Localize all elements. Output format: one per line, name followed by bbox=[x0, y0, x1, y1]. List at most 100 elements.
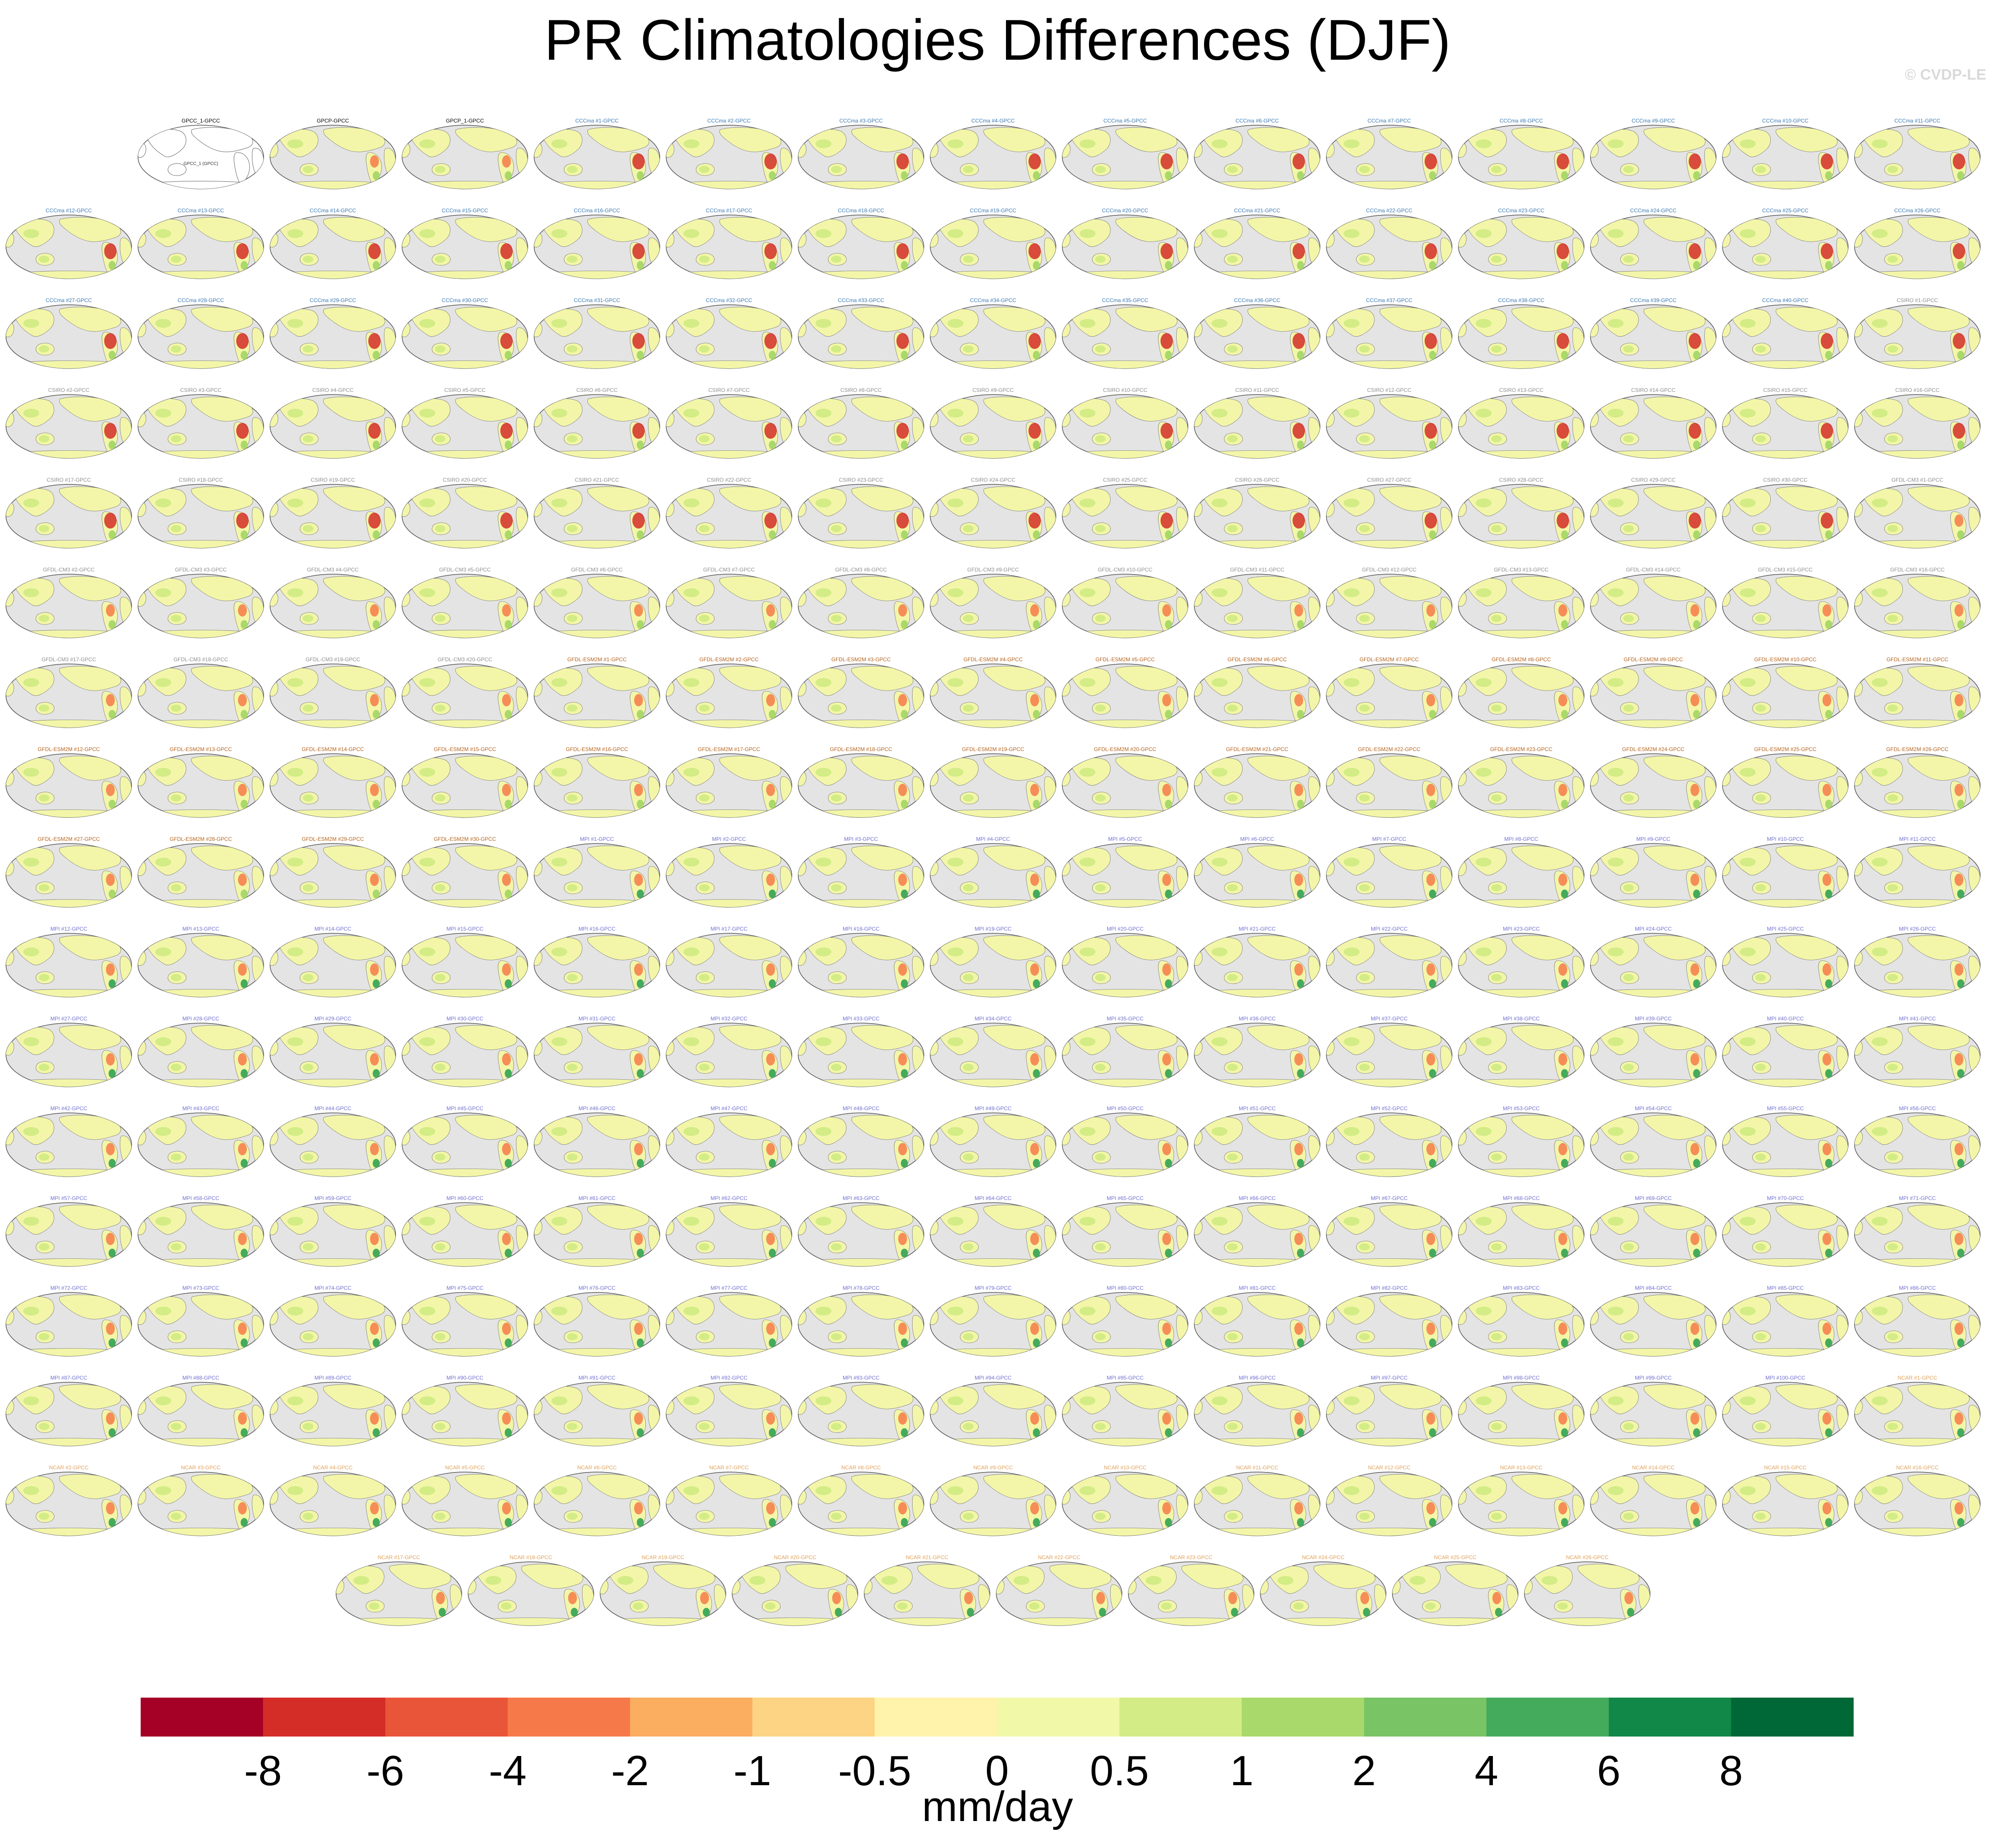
map-panel-title: GFDL-ESM2M #19-GPCC bbox=[962, 746, 1024, 752]
map-panel-title: GFDL-CM3 #19-GPCC bbox=[306, 656, 361, 663]
map-panel: GFDL-CM3 #7-GPCC bbox=[666, 567, 792, 638]
north-america-anomaly-patch bbox=[23, 319, 39, 328]
colorbar-swatch bbox=[507, 1698, 630, 1737]
map-panel-title: MPI #43-GPCC bbox=[182, 1105, 219, 1112]
north-america-anomaly-patch bbox=[1476, 1486, 1492, 1495]
north-america-anomaly-patch bbox=[1278, 1576, 1294, 1585]
globe-land bbox=[1723, 935, 1848, 997]
north-america-anomaly-patch bbox=[1079, 229, 1096, 238]
wet-anomaly-patch bbox=[108, 979, 116, 988]
globe-land bbox=[1458, 935, 1584, 997]
australia-anomaly-patch bbox=[435, 345, 445, 353]
dry-anomaly-patch bbox=[1294, 604, 1303, 617]
australia-anomaly-patch bbox=[567, 256, 578, 263]
australia-anomaly-patch bbox=[38, 525, 50, 532]
map-panel: MPI #9-GPCC bbox=[1590, 836, 1717, 908]
north-america-anomaly-patch bbox=[1740, 858, 1756, 866]
wet-anomaly-patch bbox=[1957, 1069, 1964, 1078]
wet-anomaly-patch bbox=[637, 351, 644, 360]
map-panel: MPI #60-GPCC bbox=[402, 1195, 528, 1267]
wet-anomaly-patch bbox=[1957, 889, 1964, 898]
dry-anomaly-patch bbox=[1688, 423, 1701, 439]
north-america-anomaly-patch bbox=[419, 588, 435, 597]
globe-land bbox=[1590, 666, 1716, 728]
dry-anomaly-patch bbox=[1294, 1323, 1303, 1335]
australia-anomaly-patch bbox=[963, 345, 974, 353]
wet-anomaly-patch bbox=[1561, 530, 1568, 539]
map-panel-title: MPI #15-GPCC bbox=[446, 926, 483, 932]
australia-anomaly-patch bbox=[1095, 884, 1106, 891]
australia-anomaly-patch bbox=[1491, 884, 1502, 891]
map-panel: GFDL-CM3 #2-GPCC bbox=[5, 567, 132, 638]
australia-anomaly-patch bbox=[963, 1243, 974, 1250]
map-panel-title: MPI #20-GPCC bbox=[1107, 926, 1144, 932]
map-panel-title: MPI #57-GPCC bbox=[50, 1195, 88, 1201]
australia-anomaly-patch bbox=[567, 1243, 578, 1250]
wet-anomaly-patch bbox=[901, 800, 908, 809]
wet-anomaly-patch bbox=[241, 710, 248, 719]
map-panel: GFDL-ESM2M #14-GPCC bbox=[269, 746, 396, 818]
dry-anomaly-patch bbox=[898, 694, 907, 706]
map-panel-title: GFDL-CM3 #8-GPCC bbox=[835, 567, 887, 573]
wet-anomaly-patch bbox=[901, 1518, 908, 1527]
wet-anomaly-patch bbox=[241, 800, 248, 809]
wet-anomaly-patch bbox=[372, 979, 380, 988]
map-panel: CSIRO #24-GPCC bbox=[930, 477, 1056, 548]
wet-anomaly-patch bbox=[1165, 530, 1172, 539]
map-panel-title: MPI #40-GPCC bbox=[1767, 1016, 1804, 1022]
australia-anomaly-patch bbox=[831, 525, 842, 532]
dry-anomaly-patch bbox=[766, 694, 775, 706]
wet-anomaly-patch bbox=[108, 620, 116, 629]
north-america-anomaly-patch bbox=[1608, 1396, 1624, 1405]
dry-anomaly-patch bbox=[502, 784, 511, 796]
wet-anomaly-patch bbox=[108, 351, 116, 360]
map-panel-title: GFDL-CM3 #15-GPCC bbox=[1758, 567, 1813, 573]
map-panel-title: GFDL-ESM2M #11-GPCC bbox=[1887, 656, 1949, 663]
map-panel-title: CSIRO #4-GPCC bbox=[312, 387, 354, 393]
dry-anomaly-patch bbox=[1294, 1053, 1303, 1066]
dry-anomaly-patch bbox=[1688, 513, 1701, 529]
australia-anomaly-patch bbox=[1887, 705, 1898, 712]
globe-land bbox=[270, 396, 396, 458]
map-panel-title: MPI #47-GPCC bbox=[710, 1105, 748, 1112]
dry-anomaly-patch bbox=[1030, 963, 1039, 976]
dry-anomaly-patch bbox=[1162, 784, 1171, 796]
wet-anomaly-patch bbox=[372, 1518, 380, 1527]
australia-anomaly-patch bbox=[963, 615, 974, 622]
map-panel: MPI #81-GPCC bbox=[1194, 1285, 1320, 1357]
dry-anomaly-patch bbox=[1293, 153, 1305, 169]
globe-land bbox=[6, 1204, 132, 1266]
map-panel: MPI #29-GPCC bbox=[269, 1016, 396, 1087]
map-panel-title: CSIRO #3-GPCC bbox=[180, 387, 222, 393]
globe-land bbox=[534, 1294, 660, 1356]
colorbar-swatch bbox=[630, 1698, 753, 1737]
dry-anomaly-patch bbox=[370, 784, 379, 796]
north-america-anomaly-patch bbox=[1740, 947, 1756, 956]
map-panel-title: CCCma #20-GPCC bbox=[1102, 207, 1148, 214]
australia-anomaly-patch bbox=[303, 345, 314, 353]
australia-anomaly-patch bbox=[38, 256, 50, 263]
map-panel: NCAR #2-GPCC bbox=[5, 1465, 132, 1536]
map-panel: GFDL-ESM2M #27-GPCC bbox=[5, 836, 132, 908]
map-panel: MPI #98-GPCC bbox=[1458, 1375, 1584, 1446]
map-panel-title: MPI #17-GPCC bbox=[710, 926, 748, 932]
globe-land bbox=[666, 486, 792, 548]
north-america-anomaly-patch bbox=[948, 498, 963, 507]
australia-anomaly-patch bbox=[1491, 705, 1502, 712]
globe-land bbox=[1062, 1204, 1188, 1266]
north-america-anomaly-patch bbox=[551, 947, 568, 956]
north-america-anomaly-patch bbox=[1212, 1217, 1228, 1226]
map-panel-title: MPI #4-GPCC bbox=[976, 836, 1010, 842]
map-panel: MPI #47-GPCC bbox=[666, 1105, 792, 1177]
wet-anomaly-patch bbox=[1429, 261, 1436, 270]
north-america-anomaly-patch bbox=[1608, 139, 1624, 148]
map-panel: CSIRO #14-GPCC bbox=[1590, 387, 1717, 459]
globe-land bbox=[1723, 1115, 1848, 1177]
globe-land bbox=[1590, 1294, 1716, 1356]
north-america-anomaly-patch bbox=[1476, 1037, 1492, 1046]
australia-anomaly-patch bbox=[567, 166, 578, 173]
wet-anomaly-patch bbox=[505, 441, 512, 449]
australia-anomaly-patch bbox=[1755, 1513, 1766, 1520]
globe-land bbox=[1854, 396, 1980, 458]
wet-anomaly-patch bbox=[108, 1069, 116, 1078]
